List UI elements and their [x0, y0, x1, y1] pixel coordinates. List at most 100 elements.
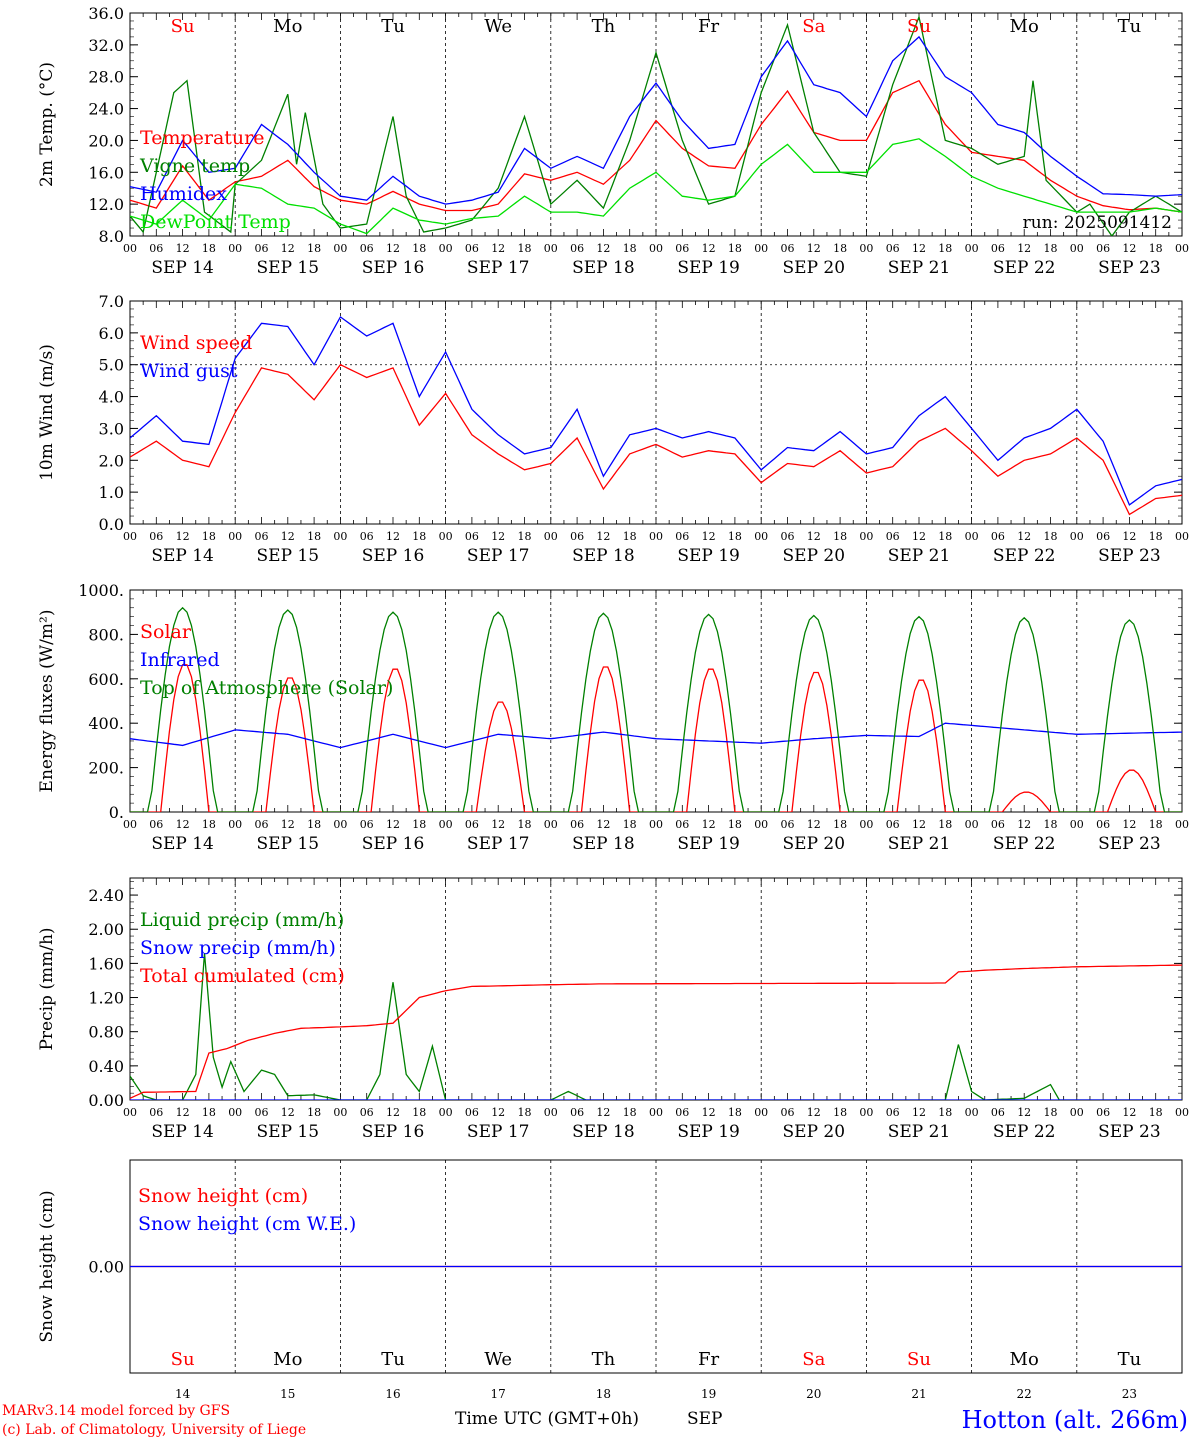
legend-entry: DewPoint Temp	[140, 211, 291, 233]
hour-tick-label: 12	[596, 818, 610, 831]
hour-tick-label: 06	[991, 818, 1005, 831]
hour-tick-label: 00	[859, 242, 873, 255]
y-tick-label: 1.20	[88, 989, 124, 1008]
weekday-label: Sa	[802, 16, 825, 37]
date-label: SEP 19	[677, 546, 740, 566]
date-label: SEP 19	[677, 258, 740, 278]
date-label: SEP 19	[677, 834, 740, 854]
hour-tick-label: 18	[518, 818, 532, 831]
hour-tick-label: 00	[123, 242, 137, 255]
hour-tick-label: 06	[465, 530, 479, 543]
date-label: SEP 16	[362, 834, 425, 854]
date-label: SEP 18	[572, 834, 635, 854]
legend-entry: Snow precip (mm/h)	[140, 937, 336, 959]
y-tick-label: 0.40	[88, 1057, 124, 1076]
hour-tick-label: 12	[912, 818, 926, 831]
date-label: SEP 21	[888, 546, 951, 566]
day-number-label: 17	[491, 1387, 506, 1401]
hour-tick-label: 18	[1044, 1106, 1058, 1119]
hour-tick-label: 18	[1149, 1106, 1163, 1119]
y-tick-label: 7.0	[99, 292, 124, 311]
hour-tick-label: 06	[675, 818, 689, 831]
y-tick-label: 4.0	[99, 388, 124, 407]
weekday-label: Th	[592, 1349, 616, 1370]
hour-tick-label: 00	[333, 818, 347, 831]
day-number-label: 23	[1122, 1387, 1137, 1401]
hour-tick-label: 06	[991, 1106, 1005, 1119]
hour-tick-label: 12	[912, 242, 926, 255]
date-label: SEP 20	[783, 258, 846, 278]
legend-entry: Solar	[140, 621, 192, 643]
hour-tick-label: 12	[176, 1106, 190, 1119]
hour-tick-label: 12	[702, 818, 716, 831]
date-label: SEP 16	[362, 546, 425, 566]
hour-tick-label: 12	[596, 1106, 610, 1119]
day-number-label: 16	[385, 1387, 400, 1401]
hour-tick-label: 00	[649, 242, 663, 255]
hour-tick-label: 00	[1070, 242, 1084, 255]
hour-tick-label: 06	[886, 818, 900, 831]
date-label: SEP 15	[257, 258, 320, 278]
date-label: SEP 19	[677, 1122, 740, 1142]
hour-tick-label: 00	[1070, 818, 1084, 831]
hour-tick-label: 00	[228, 1106, 242, 1119]
y-tick-label: 1000.	[78, 581, 124, 600]
model-credit: MARv3.14 model forced by GFS	[2, 1403, 230, 1419]
lab-credit: (c) Lab. of Climatology, University of L…	[2, 1422, 306, 1438]
hour-tick-label: 12	[912, 530, 926, 543]
date-label: SEP 22	[993, 834, 1056, 854]
hour-tick-label: 12	[1122, 818, 1136, 831]
date-label: SEP 20	[783, 834, 846, 854]
hour-tick-label: 00	[965, 818, 979, 831]
date-label: SEP 22	[993, 258, 1056, 278]
hour-tick-label: 12	[386, 242, 400, 255]
weekday-label: Th	[592, 16, 616, 37]
hour-tick-label: 00	[544, 242, 558, 255]
hour-tick-label: 00	[1175, 818, 1189, 831]
hour-tick-label: 00	[123, 1106, 137, 1119]
y-tick-label: 200.	[88, 759, 124, 778]
y-tick-label: 36.0	[88, 4, 124, 23]
day-number-label: 14	[175, 1387, 191, 1401]
hour-tick-label: 00	[333, 1106, 347, 1119]
legend-entry: Wind speed	[140, 332, 252, 354]
hour-tick-label: 12	[807, 818, 821, 831]
weekday-label: Tu	[1118, 16, 1142, 37]
time-axis-label: Time UTC (GMT+0h)	[455, 1409, 639, 1429]
hour-tick-label: 12	[1122, 242, 1136, 255]
y-tick-label: 24.0	[88, 100, 124, 119]
hour-tick-label: 06	[1096, 1106, 1110, 1119]
hour-tick-label: 06	[465, 818, 479, 831]
hour-tick-label: 12	[281, 530, 295, 543]
weekday-label: Mo	[1010, 16, 1039, 37]
hour-tick-label: 12	[386, 1106, 400, 1119]
hour-tick-label: 18	[728, 530, 742, 543]
hour-tick-label: 06	[886, 1106, 900, 1119]
hour-tick-label: 06	[255, 818, 269, 831]
hour-tick-label: 00	[544, 530, 558, 543]
hour-tick-label: 12	[1122, 530, 1136, 543]
series-infrared	[130, 722, 1182, 749]
hour-tick-label: 06	[1096, 242, 1110, 255]
day-number-label: 20	[806, 1387, 821, 1401]
hour-tick-label: 06	[886, 242, 900, 255]
hour-tick-label: 06	[255, 530, 269, 543]
hour-tick-label: 18	[623, 242, 637, 255]
y-tick-label: 400.	[88, 714, 124, 733]
weekday-label: Tu	[381, 16, 405, 37]
hour-tick-label: 12	[176, 242, 190, 255]
y-axis-label: 2m Temp. (°C)	[37, 62, 57, 187]
hour-tick-label: 18	[202, 818, 216, 831]
y-tick-label: 2.00	[88, 920, 124, 939]
hour-tick-label: 06	[675, 242, 689, 255]
hour-tick-label: 12	[596, 530, 610, 543]
hour-tick-label: 06	[149, 1106, 163, 1119]
hour-tick-label: 12	[491, 818, 505, 831]
date-label: SEP 16	[362, 1122, 425, 1142]
plot-area	[130, 14, 1182, 236]
hour-tick-label: 18	[728, 242, 742, 255]
hour-tick-label: 12	[1017, 818, 1031, 831]
hour-tick-label: 06	[149, 818, 163, 831]
hour-tick-label: 18	[307, 818, 321, 831]
